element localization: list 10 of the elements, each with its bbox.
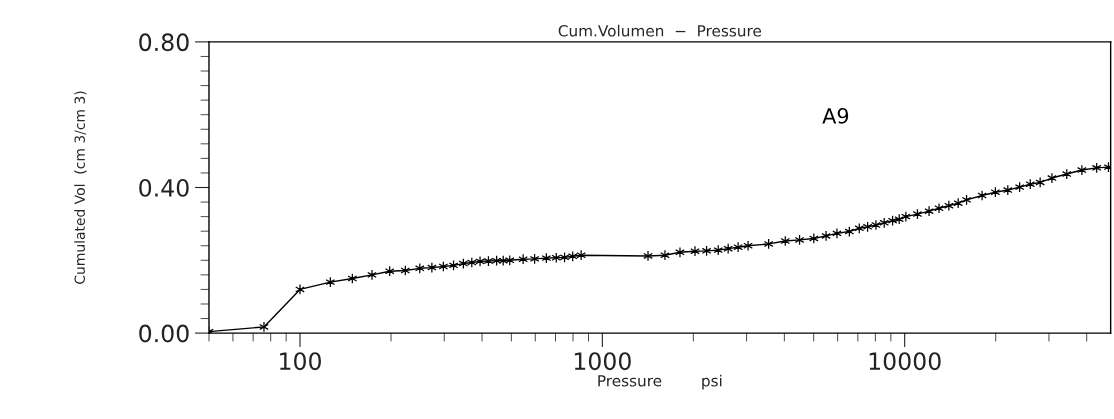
x-tick-label: 1000	[574, 352, 631, 371]
y-tick-label: 0.40	[139, 178, 189, 197]
y-tick-label: 0.00	[139, 324, 189, 343]
chart-title: Cum.Volumen − Pressure	[558, 24, 762, 37]
y-axis-title: Cumulated Vol (cm 3/cm 3)	[74, 91, 87, 284]
y-tick-label: 0.80	[139, 33, 189, 52]
x-tick-label: 10000	[869, 352, 941, 371]
text: A9	[822, 107, 849, 124]
x-axis-title: Pressure psi	[598, 374, 722, 390]
x-tick-label: 100	[280, 352, 321, 371]
